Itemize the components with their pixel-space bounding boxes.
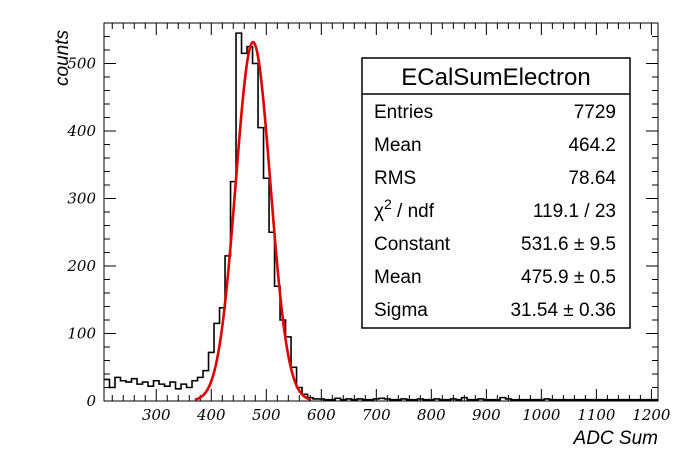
x-tick-label: 900 <box>472 406 501 424</box>
stats-row-value: 475.9 ± 0.5 <box>521 267 616 288</box>
stats-box-frame <box>361 57 631 329</box>
x-tick-label: 400 <box>196 406 226 424</box>
x-tick-label: 600 <box>307 406 336 424</box>
stats-row-value: 119.1 / 23 <box>533 201 616 222</box>
y-tick-label: 300 <box>67 190 96 208</box>
y-axis-title: counts <box>52 30 73 86</box>
tick-labels: 300 400 500 600 700 800 900 1000 1100 1200 0 100 200… <box>66 55 671 425</box>
y-tick-label: 0 <box>86 392 96 410</box>
x-tick-label: 700 <box>362 406 391 424</box>
stats-box: ECalSumElectron Entries 7729 Mean 464.2 RMS 7… <box>361 57 631 329</box>
stats-row-value: 7729 <box>574 102 616 123</box>
axis-ticks <box>104 23 658 402</box>
stats-row-label: Mean <box>374 267 422 288</box>
histogram-outline <box>104 32 658 401</box>
stats-row-value: 78.64 <box>568 168 616 189</box>
stats-row-label: Sigma <box>374 300 428 321</box>
stats-row-value: 464.2 <box>568 135 616 156</box>
stats-row-label: Mean <box>374 135 422 156</box>
x-tick-label: 1000 <box>522 406 561 424</box>
stats-row-label: χ2 / ndf <box>374 196 435 222</box>
stats-row-label: Constant <box>374 234 451 255</box>
x-tick-label: 800 <box>417 406 446 424</box>
stats-box-title: ECalSumElectron <box>401 64 590 91</box>
stats-row-value: 31.54 ± 0.36 <box>510 300 616 321</box>
x-tick-label: 500 <box>252 406 281 424</box>
gaussian-fit-curve <box>194 40 311 401</box>
stats-row-value: 531.6 ± 9.5 <box>521 234 616 255</box>
x-tick-label: 1200 <box>632 406 671 424</box>
stats-row-label: RMS <box>374 168 416 189</box>
y-tick-label: 100 <box>67 325 96 343</box>
x-tick-label: 1100 <box>577 406 616 424</box>
y-tick-label: 500 <box>67 55 96 73</box>
x-axis-title: ADC Sum <box>573 428 658 449</box>
x-tick-label: 300 <box>142 406 171 424</box>
y-tick-label: 400 <box>66 122 96 140</box>
stats-row-label: Entries <box>374 102 433 123</box>
y-tick-label: 200 <box>66 257 96 275</box>
